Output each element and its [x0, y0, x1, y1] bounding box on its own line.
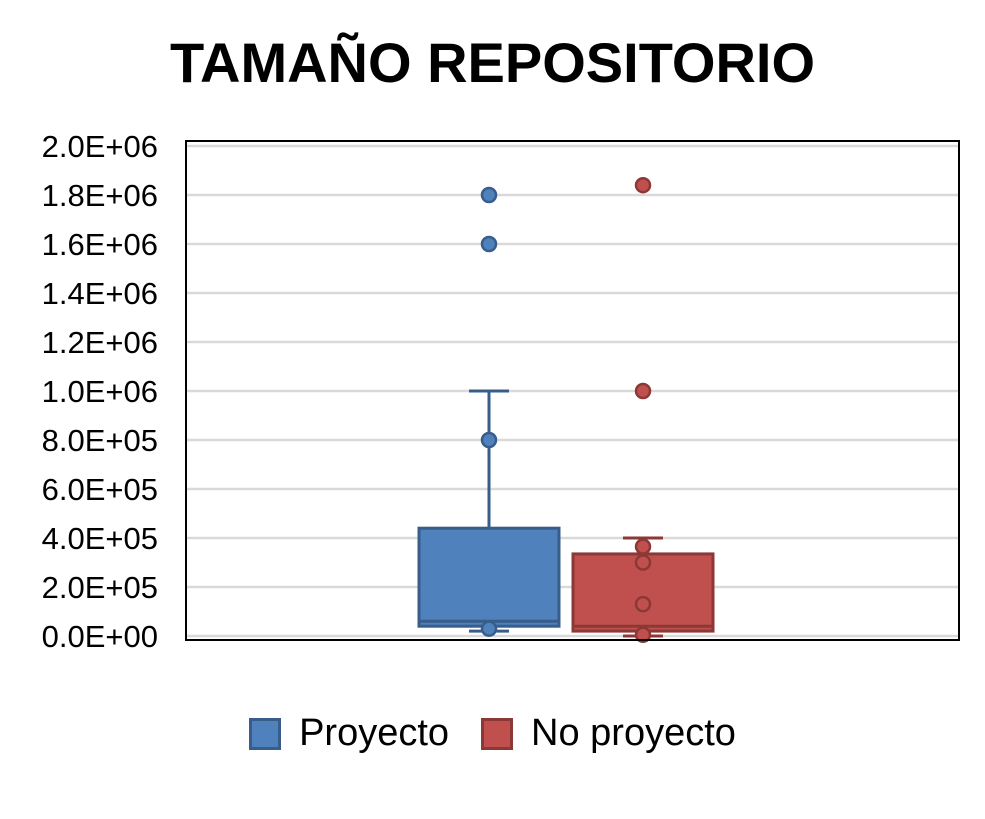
box-proyecto — [417, 526, 561, 628]
y-tick-label: 2.0E+05 — [42, 570, 158, 605]
y-tick-label: 8.0E+05 — [42, 423, 158, 458]
data-point — [634, 176, 652, 194]
legend-swatch-no-proyecto — [481, 717, 514, 750]
data-point — [634, 382, 652, 400]
y-axis: 0.0E+00 2.0E+05 4.0E+05 6.0E+05 8.0E+05 1.0E+… — [42, 129, 158, 654]
data-point — [634, 626, 652, 644]
data-point — [634, 595, 652, 613]
legend-label-proyecto: Proyecto — [299, 712, 450, 754]
boxes — [417, 176, 715, 644]
y-tick-label: 1.4E+06 — [42, 276, 158, 311]
plot-area — [185, 140, 960, 641]
y-tick-label: 6.0E+05 — [42, 472, 158, 507]
y-tick-label: 1.0E+06 — [42, 374, 158, 409]
legend-item-no-proyecto: No proyecto — [481, 712, 736, 755]
legend-label-no-proyecto: No proyecto — [531, 712, 736, 754]
box-group-proyecto — [417, 186, 561, 637]
legend-swatch-proyecto — [249, 717, 282, 750]
y-tick-label: 0.0E+00 — [42, 619, 158, 654]
legend-item-proyecto: Proyecto — [249, 712, 449, 755]
y-tick-label: 1.6E+06 — [42, 227, 158, 262]
y-tick-label: 4.0E+05 — [42, 521, 158, 556]
chart-title: TAMAÑO REPOSITORIO — [169, 31, 816, 94]
y-tick-label: 1.8E+06 — [42, 178, 158, 213]
data-point — [480, 186, 498, 204]
data-point — [634, 554, 652, 571]
box-group-no-proyecto — [571, 176, 715, 644]
data-point — [480, 235, 498, 253]
y-tick-label: 1.2E+06 — [42, 325, 158, 360]
legend: Proyecto No proyecto — [0, 712, 985, 755]
data-point — [480, 431, 498, 449]
y-tick-label: 2.0E+06 — [42, 129, 158, 164]
data-point — [634, 538, 652, 555]
data-point — [480, 620, 498, 637]
